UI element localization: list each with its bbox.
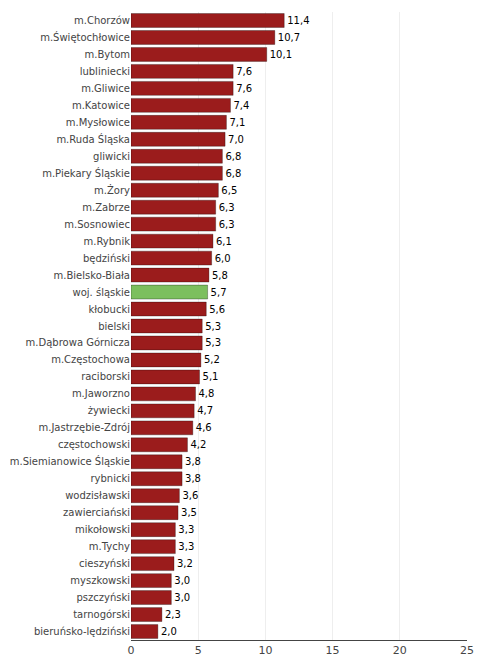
svg-text:5,1: 5,1 <box>203 371 219 382</box>
svg-text:m.Piekary Śląskie: m.Piekary Śląskie <box>42 167 130 179</box>
svg-text:6,8: 6,8 <box>225 168 241 179</box>
svg-text:m.Dąbrowa Górnicza: m.Dąbrowa Górnicza <box>26 337 130 348</box>
svg-text:woj. śląskie: woj. śląskie <box>73 287 130 298</box>
svg-text:tarnogórski: tarnogórski <box>73 609 130 620</box>
svg-text:7,6: 7,6 <box>236 66 252 77</box>
svg-text:10: 10 <box>258 644 272 657</box>
svg-text:5,6: 5,6 <box>209 304 225 315</box>
svg-text:wodzisławski: wodzisławski <box>65 490 130 501</box>
svg-text:częstochowski: częstochowski <box>58 439 130 450</box>
svg-text:m.Rybnik: m.Rybnik <box>84 236 131 247</box>
svg-text:15: 15 <box>326 644 340 657</box>
svg-text:m.Gliwice: m.Gliwice <box>81 83 130 94</box>
svg-text:gliwicki: gliwicki <box>93 151 130 162</box>
svg-text:2,0: 2,0 <box>161 626 177 637</box>
svg-text:m.Sosnowiec: m.Sosnowiec <box>64 219 130 230</box>
svg-text:m.Jaworzno: m.Jaworzno <box>72 388 130 399</box>
svg-text:3,5: 3,5 <box>181 507 197 518</box>
svg-text:10,7: 10,7 <box>278 32 300 43</box>
svg-text:5,7: 5,7 <box>211 287 227 298</box>
svg-text:5,3: 5,3 <box>205 321 221 332</box>
svg-text:cieszyński: cieszyński <box>79 558 130 569</box>
svg-text:zawierciański: zawierciański <box>63 507 130 518</box>
svg-text:m.Bielsko-Biała: m.Bielsko-Biała <box>54 270 130 281</box>
svg-text:3,8: 3,8 <box>185 456 201 467</box>
svg-text:m.Świętochłowice: m.Świętochłowice <box>40 31 130 43</box>
svg-text:3,3: 3,3 <box>178 541 194 552</box>
svg-text:6,1: 6,1 <box>216 236 232 247</box>
svg-text:żywiecki: żywiecki <box>88 405 130 416</box>
svg-text:m.Jastrzębie-Zdrój: m.Jastrzębie-Zdrój <box>38 422 130 433</box>
svg-text:25: 25 <box>460 644 474 657</box>
svg-text:20: 20 <box>393 644 407 657</box>
svg-text:m.Siemianowice Śląskie: m.Siemianowice Śląskie <box>10 455 130 467</box>
svg-text:7,1: 7,1 <box>229 117 245 128</box>
svg-text:bieruńsko-lędziński: bieruńsko-lędziński <box>34 626 130 637</box>
svg-text:5,8: 5,8 <box>212 270 228 281</box>
svg-text:2,3: 2,3 <box>165 609 181 620</box>
svg-text:6,3: 6,3 <box>219 202 235 213</box>
svg-text:m.Ruda Śląska: m.Ruda Śląska <box>56 133 130 145</box>
svg-text:4,6: 4,6 <box>196 422 212 433</box>
svg-text:myszkowski: myszkowski <box>70 575 130 586</box>
svg-text:3,0: 3,0 <box>174 575 190 586</box>
svg-text:m.Katowice: m.Katowice <box>72 100 130 111</box>
svg-text:3,6: 3,6 <box>182 490 198 501</box>
svg-text:7,6: 7,6 <box>236 83 252 94</box>
svg-text:4,2: 4,2 <box>190 439 206 450</box>
svg-text:lubliniecki: lubliniecki <box>80 66 130 77</box>
svg-text:m.Bytom: m.Bytom <box>85 49 130 60</box>
svg-text:m.Częstochowa: m.Częstochowa <box>51 354 130 365</box>
svg-text:6,0: 6,0 <box>215 253 231 264</box>
svg-text:4,7: 4,7 <box>197 405 213 416</box>
svg-text:raciborski: raciborski <box>81 371 130 382</box>
svg-text:3,2: 3,2 <box>177 558 193 569</box>
svg-text:5: 5 <box>195 644 202 657</box>
svg-text:będziński: będziński <box>83 253 130 264</box>
svg-text:5,3: 5,3 <box>205 337 221 348</box>
svg-text:pszczyński: pszczyński <box>76 592 130 603</box>
svg-text:rybnicki: rybnicki <box>90 473 130 484</box>
svg-text:m.Chorzów: m.Chorzów <box>74 15 130 26</box>
svg-text:m.Zabrze: m.Zabrze <box>82 202 130 213</box>
svg-text:11,4: 11,4 <box>287 15 309 26</box>
svg-text:4,8: 4,8 <box>199 388 215 399</box>
svg-text:6,8: 6,8 <box>225 151 241 162</box>
svg-text:7,4: 7,4 <box>233 100 249 111</box>
svg-text:3,8: 3,8 <box>185 473 201 484</box>
svg-text:6,3: 6,3 <box>219 219 235 230</box>
svg-text:5,2: 5,2 <box>204 354 220 365</box>
svg-text:10,1: 10,1 <box>270 49 292 60</box>
svg-text:bielski: bielski <box>98 321 130 332</box>
svg-text:3,0: 3,0 <box>174 592 190 603</box>
svg-text:6,5: 6,5 <box>221 185 237 196</box>
svg-text:0: 0 <box>128 644 135 657</box>
svg-text:7,0: 7,0 <box>228 134 244 145</box>
svg-text:m.Mysłowice: m.Mysłowice <box>66 117 130 128</box>
svg-text:kłobucki: kłobucki <box>88 304 130 315</box>
svg-text:3,3: 3,3 <box>178 524 194 535</box>
svg-text:m.Tychy: m.Tychy <box>89 541 130 552</box>
svg-text:m.Żory: m.Żory <box>94 184 130 196</box>
svg-text:mikołowski: mikołowski <box>75 524 130 535</box>
